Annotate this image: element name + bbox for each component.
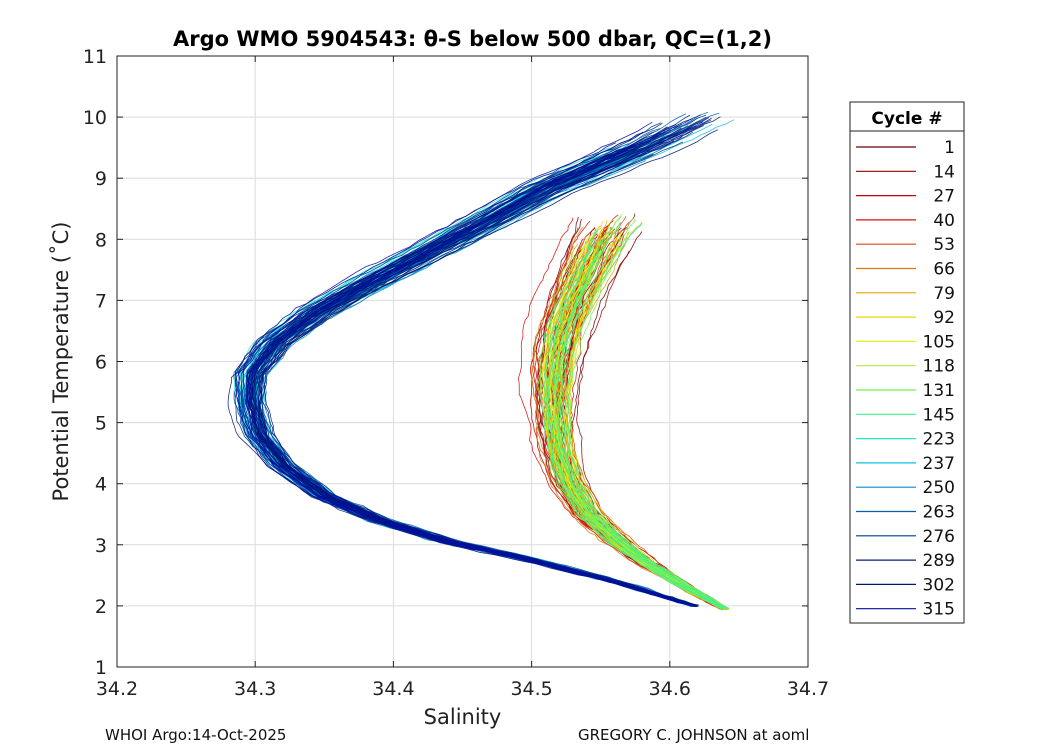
y-tick-label: 6 [95, 352, 107, 374]
legend-label: 131 [923, 381, 955, 401]
legend-label: 237 [923, 454, 955, 474]
y-tick-label: 5 [95, 413, 107, 435]
y-axis-label: Potential Temperature (˚C) [49, 222, 73, 502]
legend-label: 315 [923, 600, 955, 620]
profile-line [240, 147, 692, 607]
profile-line [567, 231, 730, 610]
legend-label: 66 [933, 260, 955, 280]
legend-label: 250 [923, 478, 955, 498]
footer-left-credit: WHOI Argo:14-Oct-2025 [105, 726, 287, 744]
legend-title: Cycle # [871, 109, 942, 129]
legend-label: 145 [923, 405, 955, 425]
legend-label: 105 [923, 332, 955, 352]
y-tick-label: 11 [83, 46, 107, 68]
legend-label: 289 [923, 551, 955, 571]
profile-line [552, 238, 723, 610]
chart-title: Argo WMO 5904543: θ-S below 500 dbar, QC… [173, 27, 772, 51]
legend-label: 263 [923, 503, 955, 523]
x-tick-label: 34.7 [787, 678, 829, 700]
y-tick-label: 9 [95, 168, 107, 190]
x-tick-label: 34.2 [96, 678, 138, 700]
profile-line [543, 228, 724, 610]
y-tick-label: 4 [95, 474, 107, 496]
y-tick-label: 3 [95, 535, 107, 557]
legend-label: 302 [923, 575, 955, 595]
footer-right-credit: GREGORY C. JOHNSON at aoml [578, 726, 810, 744]
legend-label: 79 [933, 284, 955, 304]
profile-line [235, 142, 693, 607]
profile-line [245, 125, 694, 606]
y-tick-label: 8 [95, 229, 107, 251]
profile-line [531, 237, 724, 610]
legend-label: 118 [923, 357, 955, 377]
x-tick-label: 34.6 [649, 678, 691, 700]
legend-label: 1 [944, 138, 955, 158]
profile-line [560, 222, 727, 609]
y-tick-label: 7 [95, 290, 107, 312]
legend-label: 276 [923, 527, 955, 547]
x-tick-label: 34.5 [510, 678, 552, 700]
y-tick-label: 10 [83, 107, 107, 129]
x-tick-label: 34.4 [372, 678, 414, 700]
legend-label: 223 [923, 430, 955, 450]
profile-line [566, 222, 729, 609]
legend-label: 14 [933, 162, 955, 182]
y-tick-label: 1 [95, 657, 107, 679]
x-axis-label: Salinity [424, 705, 502, 729]
profile-line [247, 125, 697, 606]
legend-label: 40 [933, 211, 955, 231]
legend-label: 53 [933, 235, 955, 255]
profile-line [517, 217, 722, 609]
x-tick-label: 34.3 [234, 678, 276, 700]
profile-line [538, 230, 723, 610]
legend-label: 27 [933, 187, 955, 207]
legend-label: 92 [933, 308, 955, 328]
y-tick-label: 2 [95, 596, 107, 618]
profile-line [544, 253, 724, 611]
profile-line [562, 247, 729, 610]
